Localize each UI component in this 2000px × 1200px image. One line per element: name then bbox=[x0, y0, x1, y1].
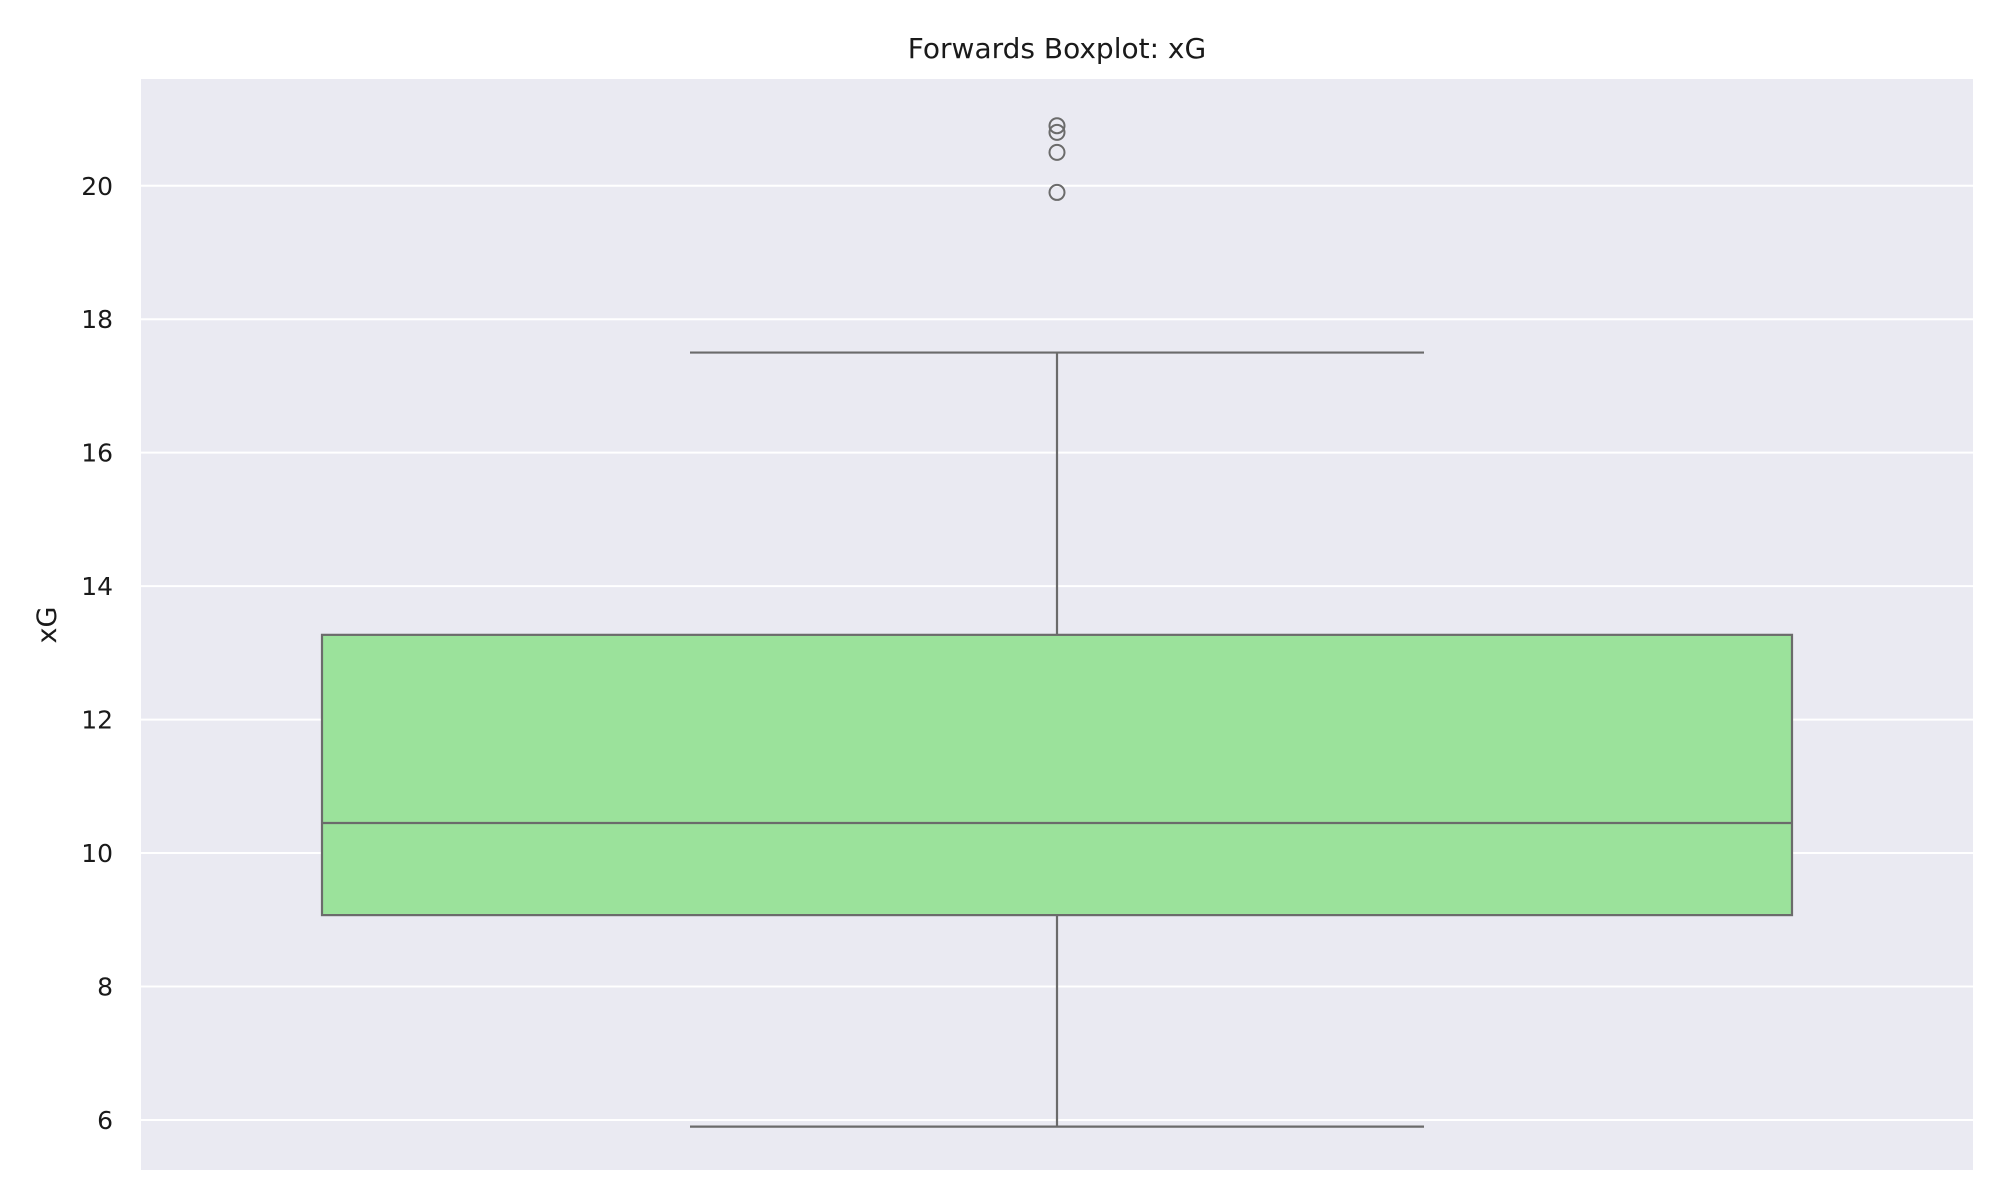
outlier-point bbox=[1048, 123, 1066, 141]
y-tick-label: 10 bbox=[81, 839, 113, 868]
y-tick-label: 20 bbox=[81, 172, 113, 201]
y-axis-ticks: 6 8 10 12 14 16 18 20 bbox=[81, 172, 113, 1135]
y-tick-label: 14 bbox=[81, 572, 113, 601]
y-tick-label: 8 bbox=[97, 972, 113, 1001]
y-axis-label: xG bbox=[32, 607, 63, 644]
y-tick-label: 18 bbox=[81, 305, 113, 334]
y-tick-label: 16 bbox=[81, 439, 113, 468]
outliers bbox=[1048, 117, 1066, 201]
outlier-point bbox=[1048, 117, 1066, 135]
iqr-box bbox=[320, 633, 1794, 917]
outlier-point bbox=[1048, 143, 1066, 161]
chart-title: Forwards Boxplot: xG bbox=[908, 32, 1206, 65]
y-tick-label: 6 bbox=[97, 1106, 113, 1135]
outlier-point bbox=[1048, 183, 1066, 201]
box-group bbox=[320, 351, 1794, 1128]
y-tick-label: 12 bbox=[81, 706, 113, 735]
